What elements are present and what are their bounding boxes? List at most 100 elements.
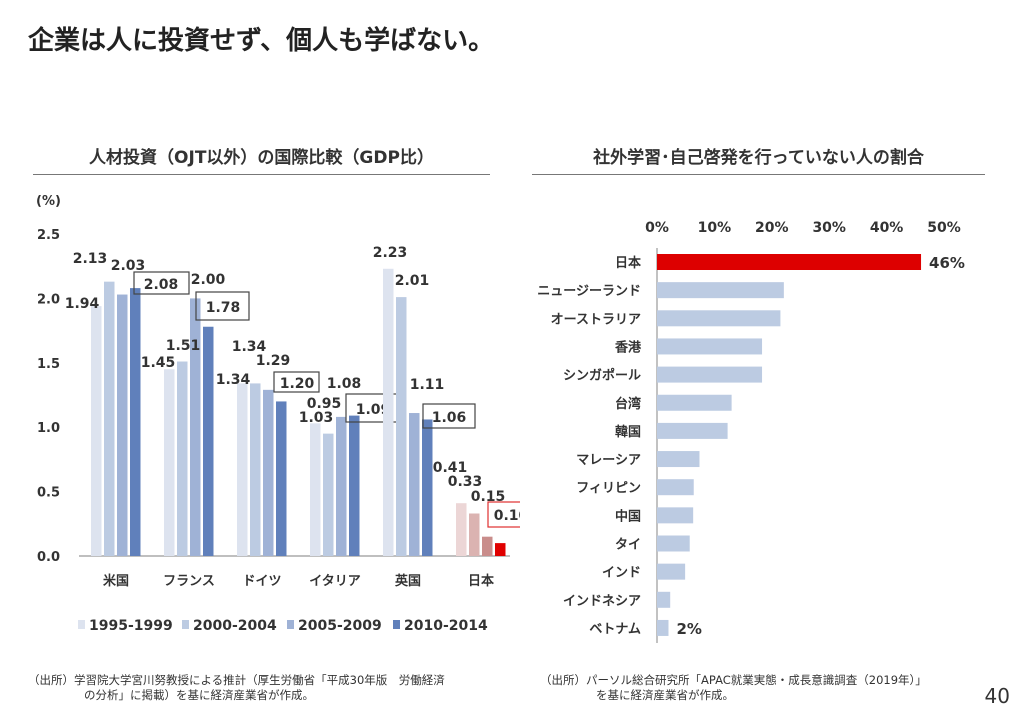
bar-2000-2004-イタリア bbox=[323, 433, 334, 556]
data-label: 0.10 bbox=[494, 508, 520, 524]
data-label: 2.23 bbox=[373, 245, 408, 261]
bar-2010-2014-ドイツ bbox=[276, 401, 287, 556]
bar-ベトナム bbox=[657, 619, 669, 636]
y-tick-label: 2.5 bbox=[37, 228, 60, 243]
data-label: 1.34 bbox=[232, 339, 267, 355]
bar-2010-2014-フランス bbox=[203, 326, 214, 556]
data-label: 1.06 bbox=[432, 410, 467, 426]
page-title: 企業は人に投資せず、個人も学ばない。 bbox=[28, 26, 495, 56]
x-tick-label: 20% bbox=[755, 220, 789, 236]
x-tick-label: 米国 bbox=[103, 573, 129, 589]
legend-swatch bbox=[78, 620, 85, 629]
bar-日本 bbox=[657, 254, 922, 270]
data-label: 0.33 bbox=[448, 474, 483, 490]
category-label: オーストラリア bbox=[551, 312, 641, 327]
category-label: 台湾 bbox=[615, 396, 641, 412]
legend-label: 2000-2004 bbox=[193, 618, 277, 634]
legend-label: 2005-2009 bbox=[298, 618, 382, 634]
legend-label: 1995-1999 bbox=[89, 618, 173, 634]
data-label: 1.51 bbox=[166, 338, 201, 354]
bar-2000-2004-日本 bbox=[469, 513, 480, 556]
bar-台湾 bbox=[657, 394, 732, 411]
bar-2010-2014-英国 bbox=[422, 419, 433, 556]
y-tick-label: 1.5 bbox=[37, 357, 60, 372]
label-box bbox=[487, 501, 520, 528]
bar-香港 bbox=[657, 338, 763, 355]
bar-1995-1999-イタリア bbox=[310, 423, 321, 556]
bar-1995-1999-ドイツ bbox=[237, 383, 248, 556]
x-tick-label: イタリア bbox=[309, 574, 360, 589]
bar-2000-2004-米国 bbox=[104, 281, 115, 556]
x-tick-label: 40% bbox=[870, 220, 904, 236]
y-tick-label: 0.5 bbox=[37, 486, 60, 501]
right-source-line1: （出所）パーソル総合研究所「APAC就業実態・成長意識調査（2019年）」 bbox=[540, 673, 927, 687]
category-label: 韓国 bbox=[615, 424, 641, 440]
bar-2005-2009-米国 bbox=[117, 294, 128, 556]
y-tick-label: 0.0 bbox=[37, 550, 60, 565]
bar-2000-2004-ドイツ bbox=[250, 383, 261, 556]
data-label: 1.34 bbox=[216, 372, 251, 388]
data-label: 0.15 bbox=[471, 489, 506, 505]
bar-2000-2004-英国 bbox=[396, 297, 407, 556]
data-label: 2.08 bbox=[144, 277, 179, 293]
data-label: 1.78 bbox=[206, 300, 241, 316]
data-label: 0.95 bbox=[307, 396, 342, 412]
bar-2010-2014-日本 bbox=[495, 543, 506, 556]
y-tick-label: 2.0 bbox=[37, 292, 60, 307]
bar-2010-2014-米国 bbox=[130, 288, 141, 556]
x-tick-label: 50% bbox=[927, 220, 961, 236]
bar-2005-2009-日本 bbox=[482, 536, 493, 556]
category-label: シンガポール bbox=[563, 368, 641, 384]
left-source-note: （出所）学習院大学宮川努教授による推計（厚生労働省「平成30年版 労働経済 の分… bbox=[28, 673, 445, 703]
data-label: 1.29 bbox=[256, 353, 291, 369]
y-axis-unit: (%) bbox=[36, 194, 61, 209]
data-label: 1.03 bbox=[299, 410, 334, 426]
bar-1995-1999-米国 bbox=[91, 306, 102, 556]
right-bar-chart: 0% 10% 20% 30% 40% 50% 日本 46% ニュージーランドオーストラリア香港シ… bbox=[537, 220, 965, 643]
data-label: 2% bbox=[676, 620, 701, 638]
category-label: マレーシア bbox=[576, 453, 641, 468]
data-label: 1.09 bbox=[356, 402, 391, 418]
bar-2000-2004-フランス bbox=[177, 361, 188, 556]
bar-中国 bbox=[657, 507, 694, 524]
bar-2005-2009-英国 bbox=[409, 413, 420, 556]
data-label: 2.13 bbox=[73, 251, 108, 267]
data-label: 46% bbox=[929, 254, 965, 272]
bar-フィリピン bbox=[657, 479, 694, 496]
left-bar-chart: (%) 0.0 0.5 1.0 1.5 2.0 2.5 米国 1.94 2.13 2.03 2.08 フ… bbox=[36, 194, 520, 634]
legend-swatch bbox=[393, 620, 400, 629]
legend-label: 2010-2014 bbox=[404, 618, 488, 634]
bar-1995-1999-日本 bbox=[456, 503, 467, 556]
category-label: ニュージーランド bbox=[537, 284, 641, 299]
category-label: ベトナム bbox=[589, 622, 641, 637]
category-label: 日本 bbox=[615, 255, 641, 271]
data-label: 1.94 bbox=[65, 296, 100, 312]
bar-韓国 bbox=[657, 422, 728, 439]
data-label: 2.01 bbox=[395, 273, 430, 289]
data-label: 1.11 bbox=[410, 377, 445, 393]
x-tick-label: 0% bbox=[645, 220, 669, 236]
bar-タイ bbox=[657, 535, 690, 552]
left-source-line1: （出所）学習院大学宮川努教授による推計（厚生労働省「平成30年版 労働経済 bbox=[28, 673, 445, 687]
right-chart-heading: 社外学習･自己啓発を行っていない人の割合 bbox=[532, 143, 985, 175]
data-label: 1.20 bbox=[280, 376, 315, 392]
x-tick-label: 日本 bbox=[468, 573, 494, 589]
bar-2005-2009-フランス bbox=[190, 298, 201, 556]
page-number: 40 bbox=[984, 684, 1010, 708]
label-box bbox=[195, 291, 250, 321]
data-label: 2.03 bbox=[111, 258, 146, 274]
label-box bbox=[273, 371, 320, 393]
bar-ニュージーランド bbox=[657, 282, 784, 299]
legend-swatch bbox=[182, 620, 189, 629]
bar-2005-2009-イタリア bbox=[336, 416, 347, 556]
bar-シンガポール bbox=[657, 366, 763, 383]
bar-2010-2014-イタリア bbox=[349, 415, 360, 556]
left-chart-heading: 人材投資（OJT以外）の国際比較（GDP比） bbox=[33, 143, 490, 175]
category-label: インド bbox=[602, 566, 641, 581]
category-label: タイ bbox=[615, 538, 641, 553]
right-source-note: （出所）パーソル総合研究所「APAC就業実態・成長意識調査（2019年）」 を基… bbox=[540, 673, 927, 703]
bar-オーストラリア bbox=[657, 310, 781, 327]
bar-インド bbox=[657, 563, 686, 580]
x-tick-label: ドイツ bbox=[242, 574, 281, 589]
x-tick-label: フランス bbox=[163, 574, 215, 589]
